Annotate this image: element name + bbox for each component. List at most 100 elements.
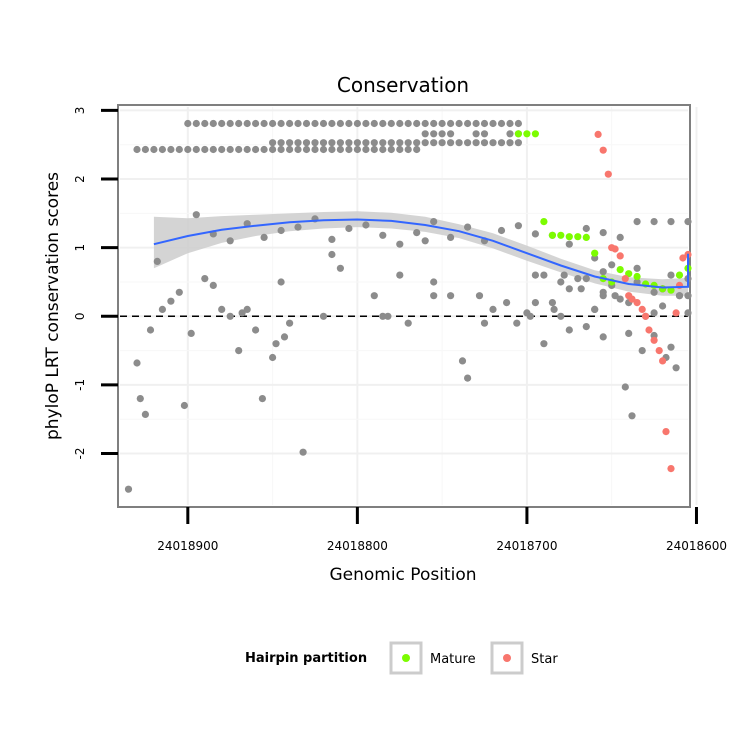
other-point-21 xyxy=(362,119,370,128)
other-point-86 xyxy=(345,145,353,154)
other-point-58 xyxy=(421,139,429,147)
mature-point-19 xyxy=(675,271,684,279)
star-point-6 xyxy=(621,275,629,283)
legend-title: Hairpin partition xyxy=(245,651,367,666)
other-point-128 xyxy=(464,223,472,231)
other-point-26 xyxy=(404,119,412,128)
x-tick-label-0: 24018900 xyxy=(157,539,218,553)
other-extra-point-7 xyxy=(167,297,175,305)
other-point-111 xyxy=(133,145,141,154)
mature-point-5 xyxy=(557,231,565,239)
other-point-131 xyxy=(514,222,523,230)
other-point-72 xyxy=(480,130,489,138)
other-extra-point-40 xyxy=(540,271,548,279)
other-point-22 xyxy=(370,119,378,128)
other-extra-point-23 xyxy=(299,448,307,456)
other-point-231 xyxy=(608,261,616,269)
other-point-71 xyxy=(506,130,514,138)
other-point-173 xyxy=(574,275,582,283)
other-extra-point-21 xyxy=(280,333,289,341)
other-point-159 xyxy=(565,326,573,334)
star-point-5 xyxy=(616,252,624,260)
other-extra-point-4 xyxy=(146,326,155,334)
other-point-60 xyxy=(438,139,446,147)
other-point-126 xyxy=(430,218,438,226)
other-point-93 xyxy=(286,145,294,154)
other-point-139 xyxy=(650,218,658,226)
other-point-184 xyxy=(667,343,675,351)
other-point-83 xyxy=(370,145,378,154)
legend-marker-mature xyxy=(402,654,410,662)
other-point-87 xyxy=(336,145,344,154)
other-point-14 xyxy=(302,119,311,128)
other-point-157 xyxy=(480,319,489,327)
other-point-67 xyxy=(497,139,506,147)
star-point-20 xyxy=(679,254,687,262)
other-extra-point-19 xyxy=(269,353,277,362)
star-point-9 xyxy=(633,299,641,307)
other-point-91 xyxy=(302,145,311,154)
mature-point-2 xyxy=(531,130,540,138)
other-point-228 xyxy=(582,275,590,283)
other-point-235 xyxy=(557,278,565,286)
other-point-32 xyxy=(455,119,463,128)
other-extra-point-14 xyxy=(226,312,234,320)
star-point-12 xyxy=(645,326,653,334)
other-extra-point-2 xyxy=(136,395,144,403)
star-point-16 xyxy=(662,428,670,436)
other-point-9 xyxy=(260,119,268,128)
other-point-62 xyxy=(455,139,463,147)
other-point-118 xyxy=(294,223,302,231)
other-point-120 xyxy=(328,235,336,243)
other-point-2 xyxy=(201,119,209,128)
other-extra-point-32 xyxy=(447,292,455,300)
other-point-172 xyxy=(565,285,573,293)
mature-point-9 xyxy=(591,249,599,257)
other-point-49 xyxy=(345,139,353,147)
other-point-110 xyxy=(141,145,149,154)
y-tick-label-5: 3 xyxy=(73,107,87,115)
other-extra-point-3 xyxy=(141,410,149,418)
other-point-78 xyxy=(413,145,421,154)
other-point-207 xyxy=(684,292,692,300)
other-point-77 xyxy=(421,130,429,138)
other-point-53 xyxy=(379,139,387,147)
other-point-239 xyxy=(599,292,607,300)
star-point-8 xyxy=(628,295,636,303)
y-axis-title: phyloP LRT conservation scores xyxy=(43,172,63,440)
other-point-234 xyxy=(675,292,684,300)
other-point-15 xyxy=(311,119,319,128)
other-extra-point-39 xyxy=(526,312,534,320)
other-extra-point-47 xyxy=(628,412,636,420)
other-point-23 xyxy=(379,119,387,128)
plot-panel xyxy=(117,104,698,508)
star-point-4 xyxy=(611,245,619,253)
other-point-138 xyxy=(633,218,641,226)
other-point-179 xyxy=(625,329,633,337)
mature-point-7 xyxy=(574,233,582,241)
other-point-107 xyxy=(167,145,175,154)
other-extra-point-9 xyxy=(180,401,188,410)
other-extra-point-51 xyxy=(672,364,680,372)
star-point-11 xyxy=(642,312,650,320)
mature-point-14 xyxy=(633,272,641,281)
y-tick-label-3: 1 xyxy=(73,244,87,252)
other-point-40 xyxy=(269,139,277,147)
other-point-105 xyxy=(184,145,192,154)
other-point-44 xyxy=(302,139,311,147)
other-point-47 xyxy=(328,139,336,147)
other-point-134 xyxy=(565,240,573,248)
other-point-230 xyxy=(599,268,607,276)
other-point-30 xyxy=(438,119,446,128)
other-extra-point-6 xyxy=(158,305,166,313)
other-point-25 xyxy=(396,119,404,128)
other-point-233 xyxy=(667,271,675,279)
plot-frame xyxy=(117,104,691,508)
other-extra-point-10 xyxy=(187,329,195,337)
other-point-132 xyxy=(531,230,540,238)
other-point-3 xyxy=(209,119,217,128)
other-point-127 xyxy=(447,233,455,241)
other-extra-point-17 xyxy=(252,326,260,334)
other-extra-point-37 xyxy=(503,299,511,307)
mature-point-8 xyxy=(582,233,590,241)
